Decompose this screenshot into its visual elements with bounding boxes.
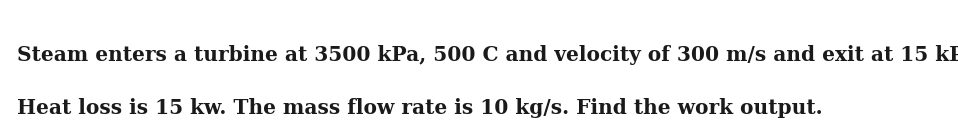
Text: Heat loss is 15 kw. The mass flow rate is 10 kg/s. Find the work output.: Heat loss is 15 kw. The mass flow rate i… (17, 98, 823, 118)
Text: Steam enters a turbine at 3500 kPa, 500 C and velocity of 300 m/s and exit at 15: Steam enters a turbine at 3500 kPa, 500 … (17, 45, 958, 65)
